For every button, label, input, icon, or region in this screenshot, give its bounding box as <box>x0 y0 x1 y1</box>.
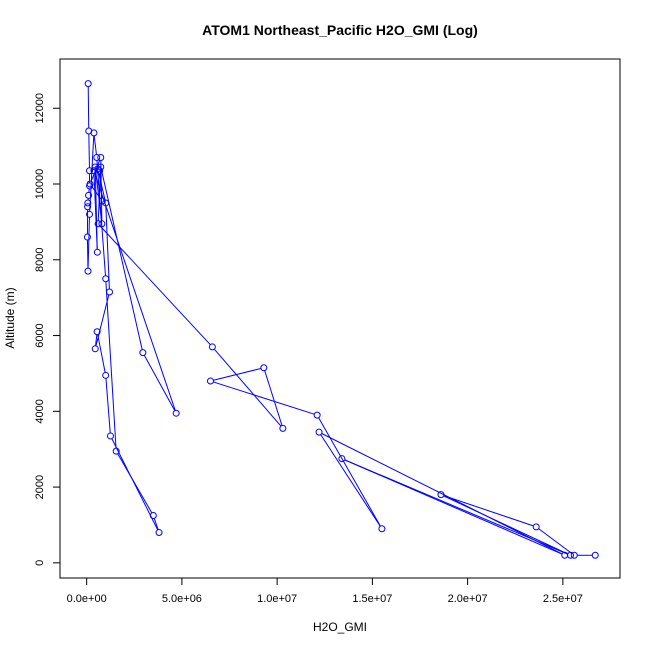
data-point <box>140 350 146 356</box>
series-segment <box>444 496 534 526</box>
series-points <box>84 81 598 559</box>
series-segment <box>319 418 381 526</box>
series-segment <box>106 282 116 448</box>
data-point <box>85 81 91 87</box>
series-segment <box>444 496 568 554</box>
x-axis-label: H2O_GMI <box>313 620 367 634</box>
series-segment <box>322 433 562 553</box>
series-segment <box>214 349 281 426</box>
series-segment <box>101 170 142 350</box>
data-point <box>314 412 320 418</box>
data-point <box>207 378 213 384</box>
y-tick-label: 6000 <box>34 323 46 347</box>
data-point <box>107 433 113 439</box>
x-tick-label: 0.0e+00 <box>67 593 107 605</box>
chart-title: ATOM1 Northeast_Pacific H2O_GMI (Log) <box>202 22 478 38</box>
series-segment <box>539 529 572 554</box>
series-segment <box>88 217 89 268</box>
series-segment <box>98 335 105 373</box>
y-tick-label: 12000 <box>34 93 46 124</box>
y-tick-label: 4000 <box>34 399 46 423</box>
x-axis: 0.0e+00 5.0e+06 1.0e+07 1.5e+07 2.0e+07 2.5e+… <box>67 578 583 605</box>
data-point <box>571 552 577 558</box>
data-point <box>261 365 267 371</box>
series-segment <box>213 382 314 414</box>
data-point <box>84 234 90 240</box>
series-segment <box>96 295 109 346</box>
data-point <box>209 344 215 350</box>
data-point <box>98 154 104 160</box>
data-point <box>92 346 98 352</box>
series-segment <box>106 378 110 433</box>
data-point <box>173 410 179 416</box>
data-point <box>533 524 539 530</box>
x-tick-label: 2.0e+07 <box>448 593 488 605</box>
x-tick-label: 1.5e+07 <box>352 593 392 605</box>
series-segment <box>94 136 96 155</box>
data-point <box>85 268 91 274</box>
x-tick-label: 2.5e+07 <box>543 593 583 605</box>
y-axis-label: Altitude (m) <box>3 287 17 348</box>
y-tick-label: 2000 <box>34 475 46 499</box>
data-point <box>103 276 109 282</box>
series-segment <box>213 368 261 380</box>
series-segment <box>345 460 568 554</box>
data-point <box>316 429 322 435</box>
data-point <box>91 130 97 136</box>
y-tick-label: 0 <box>34 560 46 566</box>
y-tick-label: 8000 <box>34 248 46 272</box>
data-point <box>280 425 286 431</box>
data-point <box>103 372 109 378</box>
series-lines <box>87 87 592 556</box>
series-segment <box>89 134 90 168</box>
y-axis: 0 2000 4000 6000 8000 10000 12000 <box>34 93 60 566</box>
data-point <box>94 249 100 255</box>
data-point <box>107 289 113 295</box>
x-tick-label: 1.0e+07 <box>257 593 297 605</box>
data-point <box>156 530 162 536</box>
series-segment <box>100 226 210 345</box>
x-tick-label: 5.0e+06 <box>162 593 202 605</box>
data-point <box>592 552 598 558</box>
y-tick-label: 10000 <box>34 169 46 200</box>
data-point <box>150 512 156 518</box>
data-point <box>379 526 385 532</box>
